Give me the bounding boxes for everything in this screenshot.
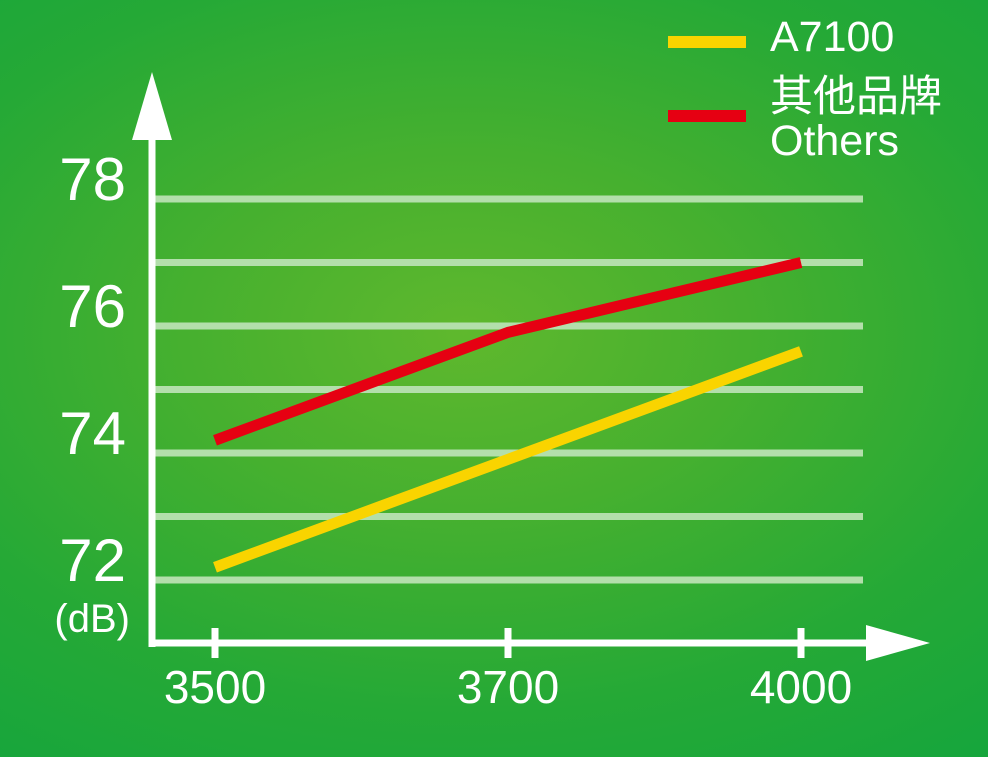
axis-labels-layer: 3500 3700 4000 78 76 74 72(dB) <box>54 146 852 713</box>
gridlines-layer <box>152 195 863 584</box>
y-axis-arrowhead-icon <box>132 72 172 140</box>
legend-label-a7100: A7100 <box>770 13 895 61</box>
ticks-layer <box>211 628 805 658</box>
series-layer <box>213 257 803 573</box>
y-tick-label: 76 <box>59 273 126 340</box>
legend-label-others-en: Others <box>770 117 900 165</box>
legend-swatch-a7100 <box>668 36 746 48</box>
series-line-others <box>213 257 803 446</box>
x-tick-label: 4000 <box>750 661 852 713</box>
series-line-a7100 <box>213 346 803 573</box>
y-tick-label: 72 <box>59 527 126 594</box>
x-tick-label: 3700 <box>457 661 559 713</box>
y-tick-label: 74 <box>59 400 126 467</box>
legend: A7100 其他品牌 Others <box>668 0 988 180</box>
legend-swatch-others <box>668 110 746 122</box>
legend-label-others-zh: 其他品牌 <box>770 73 942 121</box>
x-tick-label: 3500 <box>164 661 266 713</box>
y-axis-unit-label: (dB) <box>54 597 130 641</box>
y-tick-label: 78 <box>59 146 126 213</box>
x-axis-arrowhead-icon <box>866 625 930 661</box>
